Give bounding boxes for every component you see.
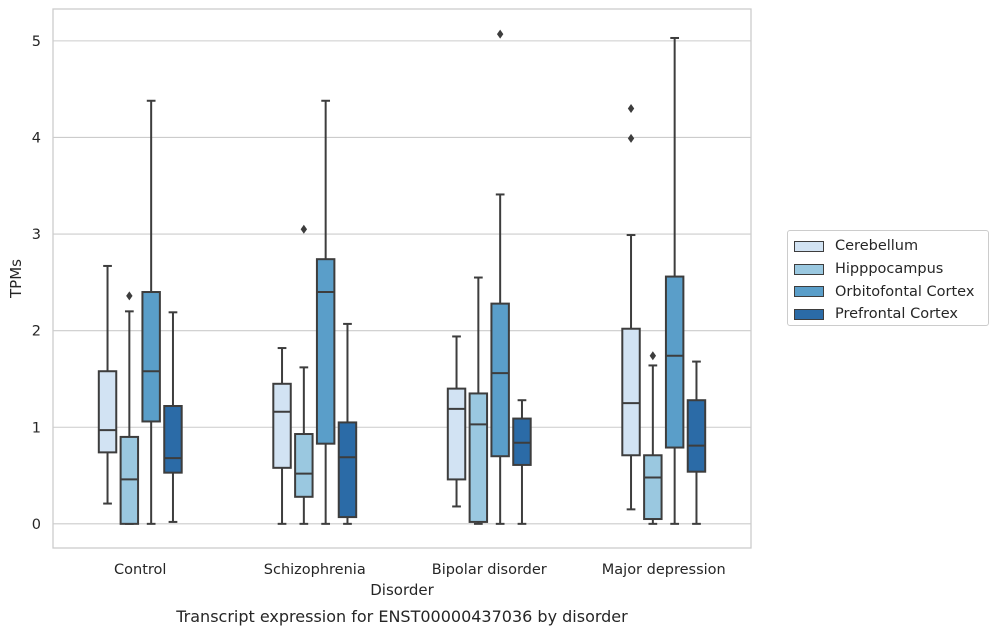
y-tick-label: 1 [32, 420, 41, 436]
iqr-box [337, 421, 358, 519]
iqr-box [664, 275, 685, 449]
x-tick-label: Major depression [602, 562, 726, 578]
iqr-box [97, 370, 118, 454]
legend-swatch [794, 263, 824, 275]
legend-item: Orbitofontal Cortex [792, 280, 988, 303]
iqr-box [315, 258, 336, 445]
y-tick-labels: 0 1 2 3 4 5 [32, 34, 41, 533]
box-cerebellum [446, 335, 467, 508]
outlier-point [496, 29, 504, 39]
iqr-box [621, 327, 641, 457]
box-orbitofontal-cortex [141, 99, 161, 525]
outlier-point [627, 133, 635, 143]
iqr-box [163, 405, 183, 474]
box-orbitofontal-cortex [664, 36, 685, 525]
box-hipppocampus [119, 291, 140, 525]
box-cerebellum [97, 264, 118, 505]
outlier-point [126, 291, 133, 301]
grid-lines [53, 40, 751, 525]
legend-label: Hipppocampus [835, 261, 944, 278]
box-series [97, 29, 707, 525]
legend-swatch [794, 286, 824, 298]
iqr-box [446, 387, 467, 481]
box-hipppocampus [294, 224, 314, 525]
box-hipppocampus [643, 351, 663, 525]
iqr-box [294, 433, 314, 498]
y-tick-label: 2 [32, 324, 41, 340]
y-tick-label: 3 [32, 227, 41, 243]
outlier-point [627, 103, 635, 113]
iqr-box [686, 399, 707, 473]
box-cerebellum [272, 347, 292, 525]
legend-swatch [794, 308, 824, 320]
outlier-point [300, 224, 308, 234]
legend-item: Cerebellum [792, 235, 988, 258]
box-hipppocampus [468, 276, 489, 525]
x-tick-label: Schizophrenia [264, 562, 366, 578]
legend-label: Cerebellum [835, 238, 919, 255]
box-prefrontal-cortex [512, 399, 532, 525]
legend: Cerebellum Hipppocampus Orbitofontal Corte… [787, 230, 989, 326]
y-tick-label: 4 [32, 130, 41, 146]
x-tick-label: Bipolar disorder [432, 562, 547, 578]
iqr-box [141, 291, 161, 423]
chart-caption: Transcript expression for ENST0000043703… [176, 607, 628, 626]
iqr-box [490, 302, 510, 458]
box-prefrontal-cortex [163, 311, 183, 523]
legend-swatch [794, 240, 824, 252]
legend-item: Hipppocampus [792, 258, 988, 281]
iqr-box [468, 392, 489, 523]
legend-label: Orbitofontal Cortex [835, 283, 975, 300]
y-axis-label: TPMs [7, 259, 25, 299]
box-cerebellum [621, 103, 641, 511]
box-orbitofontal-cortex [315, 99, 336, 525]
legend-label: Prefrontal Cortex [835, 306, 958, 323]
legend-item: Prefrontal Cortex [792, 303, 988, 326]
y-tick-label: 0 [32, 517, 41, 533]
x-tick-label: Control [114, 562, 166, 578]
y-tick-label: 5 [32, 34, 41, 50]
x-tick-labels: Control Schizophrenia Bipolar disorder Majo… [114, 562, 726, 578]
iqr-box [272, 382, 292, 469]
x-axis-label: Disorder [370, 581, 434, 599]
box-prefrontal-cortex [337, 322, 358, 525]
outlier-point [649, 351, 657, 361]
iqr-box [643, 454, 663, 521]
box-orbitofontal-cortex [490, 29, 510, 525]
box-prefrontal-cortex [686, 360, 707, 525]
plot-frame [52, 8, 752, 549]
